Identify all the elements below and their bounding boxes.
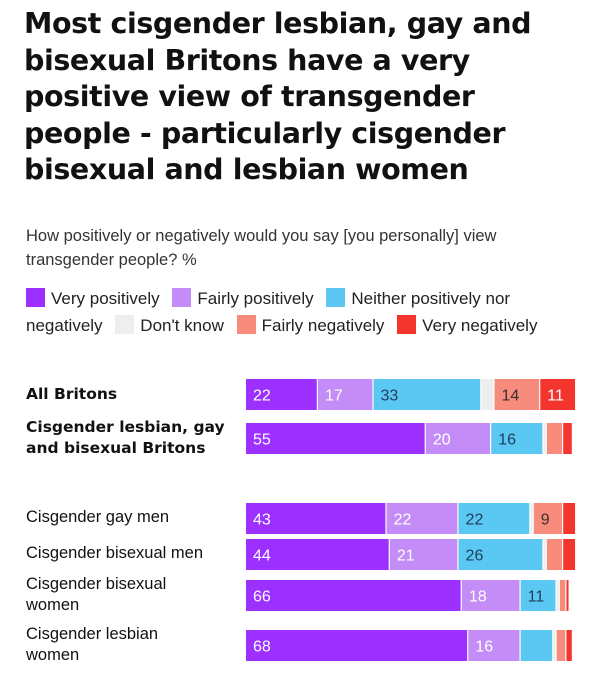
bar-segment-row4-series1 (461, 580, 520, 611)
bar-segment-row4-series4 (559, 580, 566, 611)
legend-swatch-neither (326, 288, 346, 307)
bar-segment-row4-series5 (566, 580, 569, 611)
row-label-bisexual-women: Cisgender bisexual women (26, 575, 167, 614)
legend-label-very-positively: Very positively (51, 289, 160, 308)
legend-item-dont-know: Don't know (115, 315, 232, 335)
legend-swatch-very-positively (26, 288, 45, 307)
data-label-row5-series0: 68 (253, 639, 271, 656)
bar-segment-row2-series5 (563, 503, 576, 534)
legend-label-fairly-negatively: Fairly negatively (261, 316, 385, 335)
legend-swatch-very-negatively (397, 315, 417, 334)
legend-label-dont-know: Don't know (140, 316, 224, 335)
data-label-row1-series2: 16 (498, 432, 516, 449)
bar-segment-row0-series3 (481, 379, 494, 410)
bar-segment-row3-series5 (563, 539, 576, 570)
data-label-row2-series1: 22 (394, 512, 412, 529)
bar-segment-row1-series3 (543, 423, 546, 454)
data-label-row1-series0: 55 (253, 432, 271, 449)
data-label-row1-series1: 20 (433, 432, 451, 449)
bar-segment-row0-series4 (494, 379, 540, 410)
data-label-row0-series1: 17 (325, 388, 343, 405)
bar-segment-row0-series2 (373, 379, 481, 410)
bar-segment-row5-series3 (553, 630, 556, 661)
data-label-row5-series1: 16 (475, 639, 493, 656)
bar-segment-row2-series4 (533, 503, 562, 534)
bar-segment-row0-series0 (246, 379, 317, 410)
data-label-row2-series0: 43 (253, 512, 271, 529)
data-label-row3-series2: 26 (466, 548, 484, 565)
chart-subtitle: How positively or negatively would you s… (26, 227, 497, 269)
bar-segment-row3-series4 (546, 539, 562, 570)
legend-item-very-positively: Very positively (26, 288, 168, 308)
data-label-row4-series1: 18 (469, 589, 487, 606)
data-label-row0-series5: 11 (547, 388, 564, 405)
bar-segment-row1-series1 (425, 423, 491, 454)
bar-segment-row3-series2 (458, 539, 543, 570)
chart-title: Most cisgender lesbian, gay and bisexual… (24, 7, 532, 186)
legend-label-very-negatively: Very negatively (422, 316, 538, 335)
data-label-row2-series2: 22 (466, 512, 484, 529)
bar-segment-row5-series5 (566, 630, 572, 661)
data-label-row3-series1: 21 (397, 548, 415, 565)
legend-swatch-dont-know (115, 315, 135, 334)
legend-item-neither (326, 288, 351, 308)
bar-segment-row5-series2 (520, 630, 553, 661)
legend-item-fairly-negatively: Fairly negatively (236, 315, 393, 335)
data-label-row0-series4: 14 (502, 388, 520, 405)
bar-segment-row4-series0 (246, 580, 461, 611)
bar-segment-row3-series0 (246, 539, 389, 570)
bar-segment-row1-series4 (546, 423, 562, 454)
legend-swatch-fairly-negatively (236, 315, 256, 334)
bar-segment-row5-series4 (556, 630, 566, 661)
legend-item-very-negatively (397, 315, 422, 335)
data-label-row0-series0: 22 (253, 388, 271, 405)
row-label-gay-men: Cisgender gay men (26, 508, 170, 526)
data-label-row0-series2: 33 (381, 388, 399, 405)
bar-segment-row4-series2 (520, 580, 556, 611)
bar-segment-row3-series1 (389, 539, 458, 570)
legend: Very positively Fairly positively Neithe… (26, 285, 586, 339)
legend-label-neither: Neither positively nor negatively (26, 289, 511, 335)
bar-segment-row1-series0 (246, 423, 425, 454)
bar-segment-row2-series0 (246, 503, 386, 534)
legend-label-fairly-positively: Fairly positively (197, 289, 314, 308)
data-label-row4-series2: 11 (528, 589, 545, 606)
row-label-all-britons: All Britons (26, 385, 118, 403)
legend-swatch-fairly-positively (172, 288, 192, 307)
bar-segment-row5-series0 (246, 630, 468, 661)
bar-segment-row5-series1 (468, 630, 520, 661)
row-label-bisexual-men: Cisgender bisexual men (26, 544, 204, 562)
data-label-row2-series4: 9 (541, 512, 550, 529)
row-label-lesbian-women: Cisgender lesbian women (26, 625, 159, 664)
bar-segment-row0-series5 (540, 379, 576, 410)
row-label-cisgender-lgb-britons: Cisgender lesbian, gay and bisexual Brit… (26, 418, 225, 457)
bar-segment-row4-series3 (556, 580, 559, 611)
bar-segment-row1-series5 (563, 423, 572, 454)
legend-item-fairly-positively: Fairly positively (172, 288, 321, 308)
bar-segment-row2-series2 (458, 503, 530, 534)
bar-segment-row2-series3 (530, 503, 533, 534)
bar-segment-row0-series1 (317, 379, 373, 410)
bar-segment-row2-series1 (386, 503, 458, 534)
data-label-row3-series0: 44 (253, 548, 271, 565)
data-label-row4-series0: 66 (253, 589, 271, 606)
bar-segment-row1-series2 (491, 423, 543, 454)
bar-segment-row3-series3 (543, 539, 546, 570)
